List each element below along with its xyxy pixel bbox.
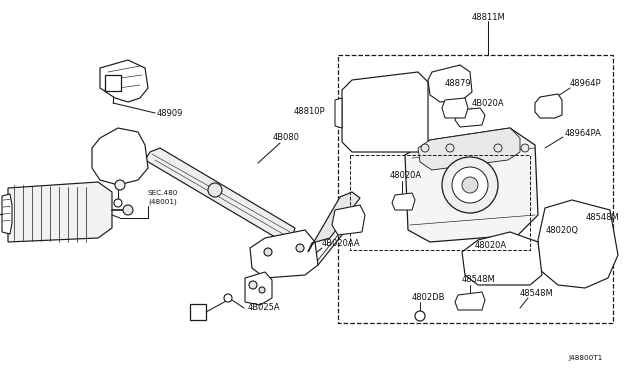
Text: 48020Q: 48020Q: [546, 225, 579, 234]
Bar: [350, 155, 530, 250]
Bar: [338, 55, 613, 323]
Polygon shape: [535, 94, 562, 118]
Polygon shape: [335, 98, 342, 128]
Polygon shape: [8, 182, 112, 242]
Text: 48811M: 48811M: [471, 13, 505, 22]
Text: 4B020A: 4B020A: [472, 99, 504, 108]
Circle shape: [462, 177, 478, 193]
Polygon shape: [442, 98, 468, 118]
Circle shape: [446, 144, 454, 152]
Circle shape: [259, 287, 265, 293]
Circle shape: [421, 144, 429, 152]
Polygon shape: [308, 192, 360, 252]
Polygon shape: [2, 194, 12, 234]
Polygon shape: [332, 205, 365, 235]
Polygon shape: [418, 128, 520, 170]
Text: J48800T1: J48800T1: [568, 355, 602, 361]
Polygon shape: [250, 230, 318, 278]
Text: 48548M: 48548M: [520, 289, 554, 298]
Circle shape: [415, 311, 425, 321]
Polygon shape: [145, 148, 295, 240]
Text: SEC.480: SEC.480: [148, 190, 179, 196]
Circle shape: [114, 199, 122, 207]
Text: 48879: 48879: [445, 78, 472, 87]
Polygon shape: [455, 292, 485, 310]
Polygon shape: [392, 193, 415, 210]
Text: 48909: 48909: [157, 109, 184, 118]
Polygon shape: [455, 108, 485, 127]
Text: 48548M: 48548M: [586, 212, 620, 221]
Text: A: A: [195, 309, 200, 315]
Text: 48964P: 48964P: [570, 78, 602, 87]
Text: 48810P: 48810P: [293, 108, 325, 116]
Text: 4B025A: 4B025A: [248, 304, 280, 312]
Text: (48001): (48001): [148, 199, 177, 205]
Circle shape: [296, 244, 304, 252]
Circle shape: [494, 144, 502, 152]
Polygon shape: [92, 128, 148, 185]
Circle shape: [264, 248, 272, 256]
Polygon shape: [342, 72, 428, 152]
Polygon shape: [405, 128, 538, 242]
Circle shape: [123, 205, 133, 215]
Polygon shape: [245, 272, 272, 305]
Circle shape: [208, 183, 222, 197]
Text: 48020A: 48020A: [390, 171, 422, 180]
Circle shape: [249, 281, 257, 289]
Text: 4B020AA: 4B020AA: [322, 238, 360, 247]
Circle shape: [452, 167, 488, 203]
Text: A: A: [111, 80, 115, 86]
Polygon shape: [100, 60, 148, 102]
Circle shape: [115, 180, 125, 190]
Polygon shape: [428, 65, 472, 102]
Circle shape: [521, 144, 529, 152]
Text: 48964PA: 48964PA: [565, 128, 602, 138]
Polygon shape: [462, 232, 542, 285]
Polygon shape: [538, 200, 618, 288]
Circle shape: [224, 294, 232, 302]
Bar: [105, 75, 121, 91]
Circle shape: [442, 157, 498, 213]
Text: 4802DB: 4802DB: [412, 294, 445, 302]
Text: 4B080: 4B080: [273, 134, 300, 142]
Bar: [190, 304, 206, 320]
Text: 48020A: 48020A: [475, 241, 507, 250]
Text: 48548M: 48548M: [462, 276, 496, 285]
